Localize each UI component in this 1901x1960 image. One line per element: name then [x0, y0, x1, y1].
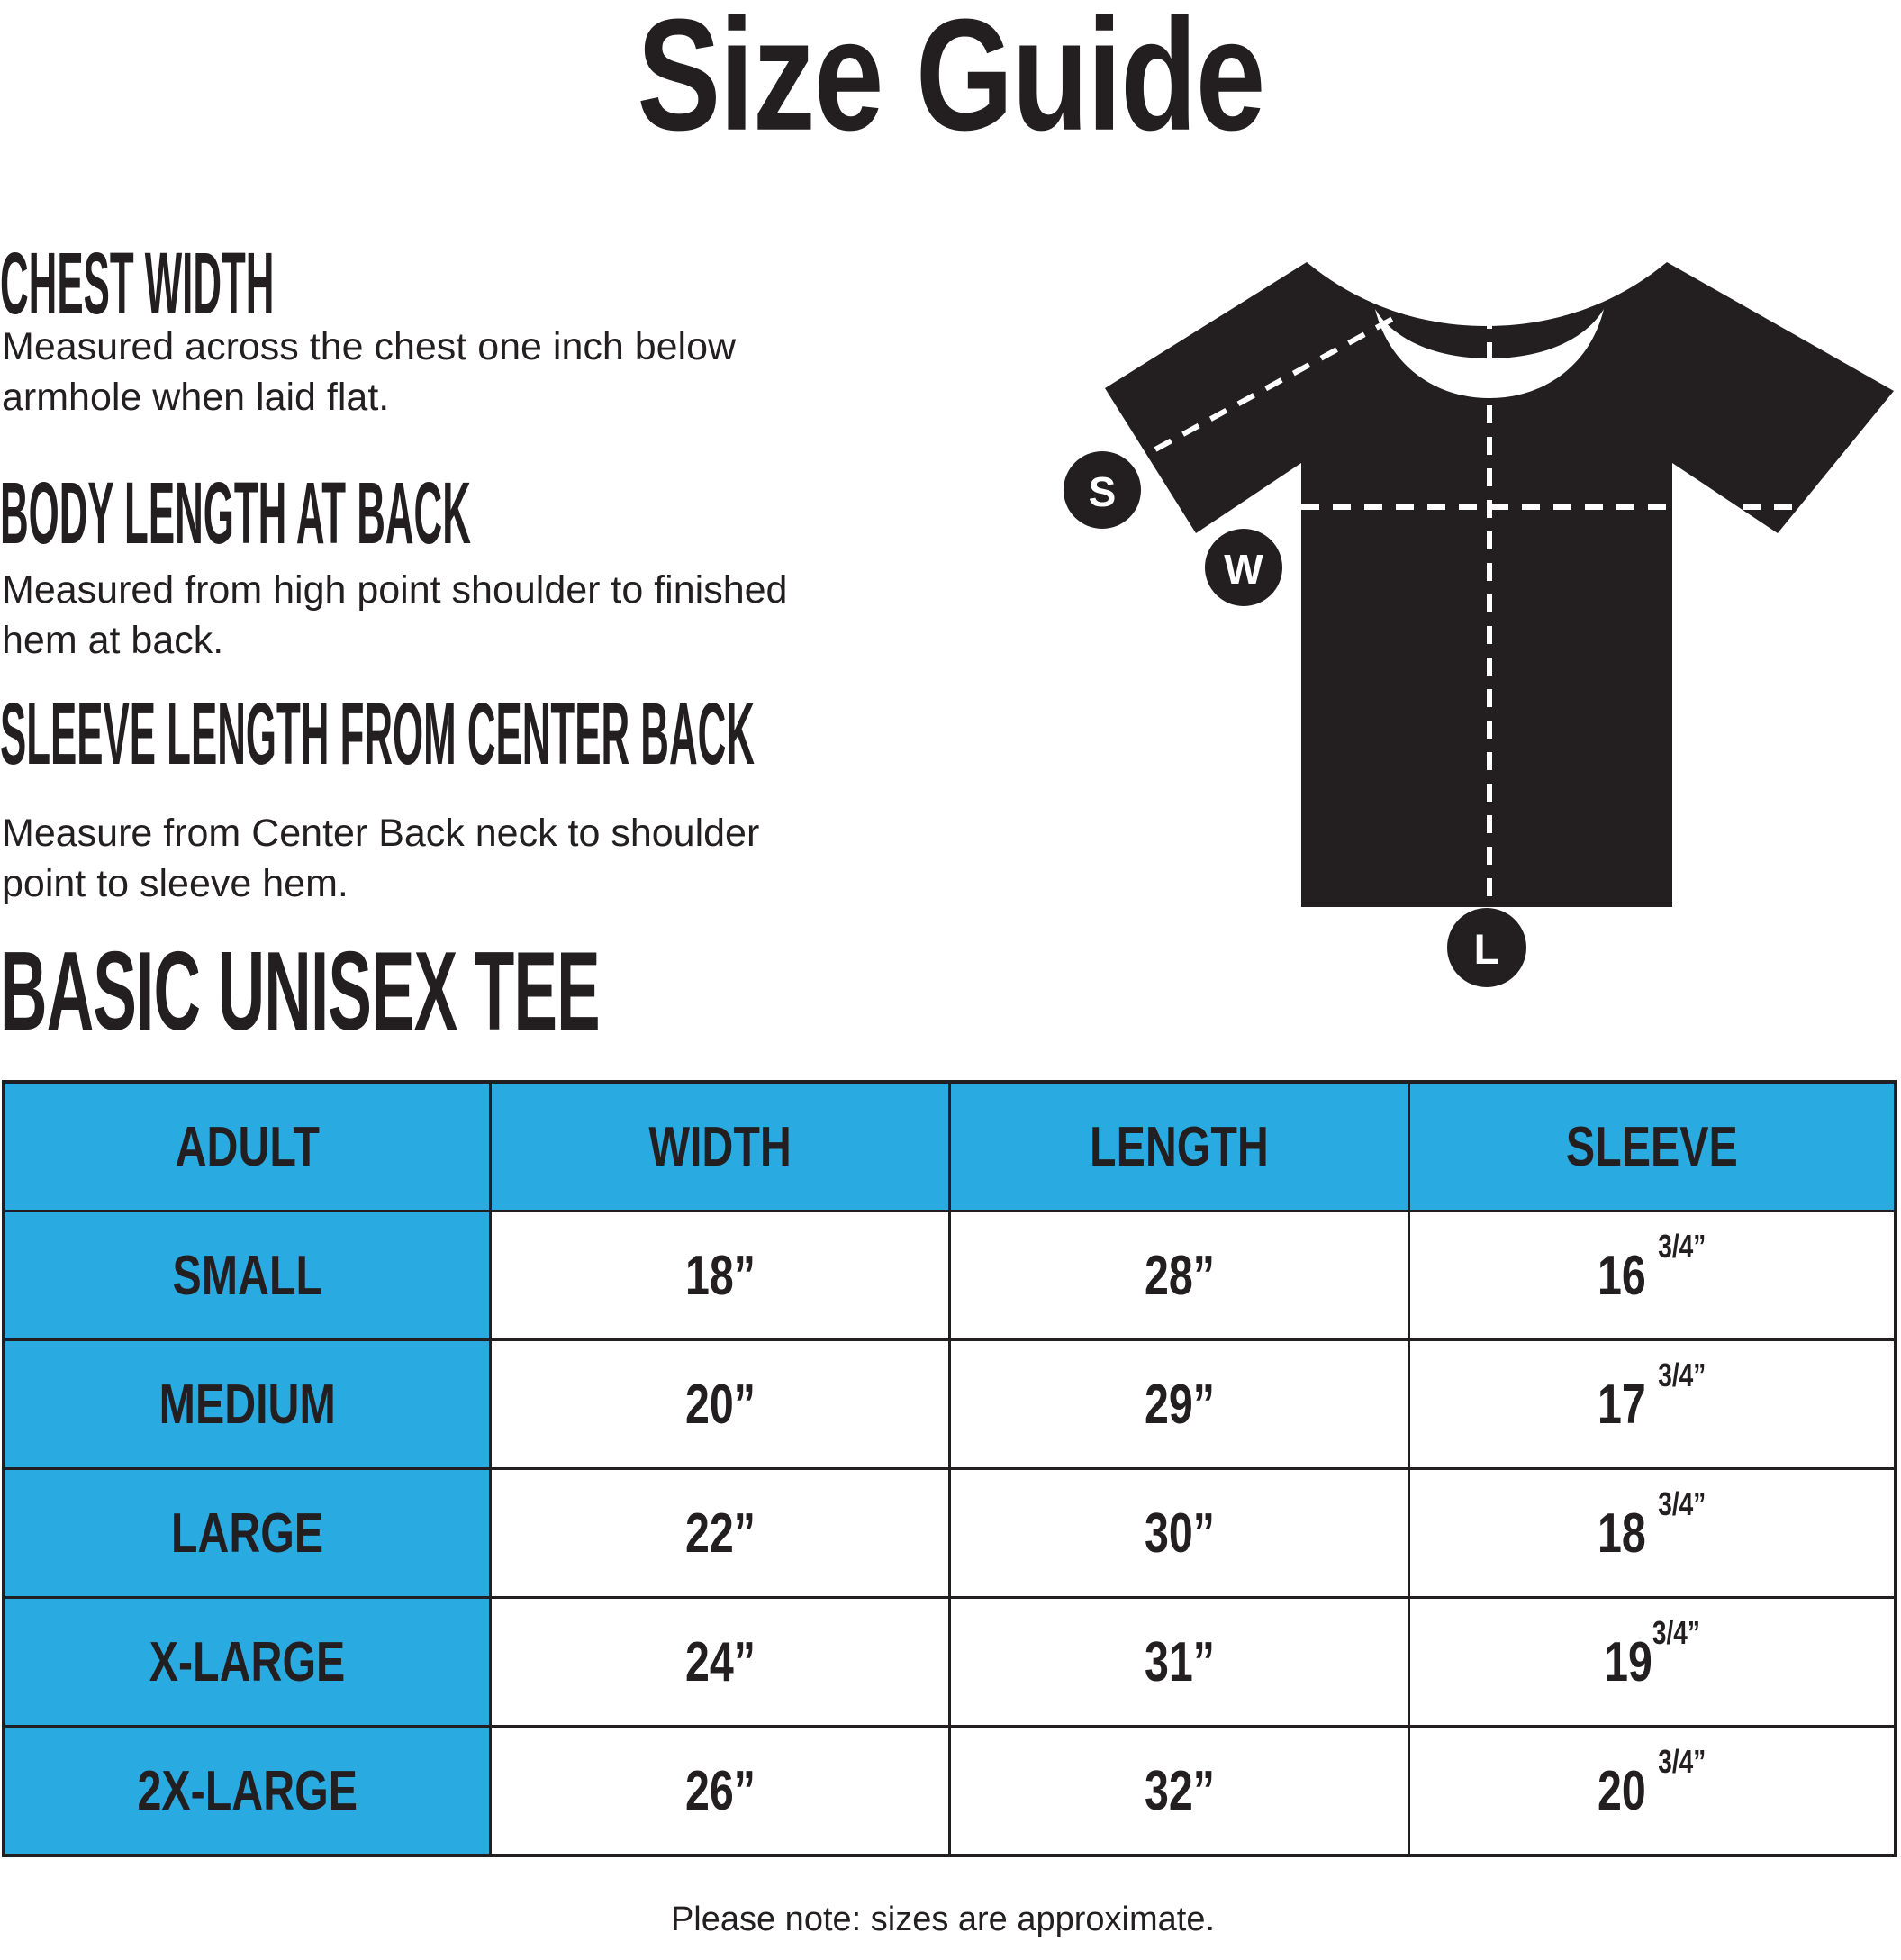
- svg-text:L: L: [1474, 925, 1500, 973]
- svg-text:W: W: [1224, 546, 1263, 593]
- svg-text:S: S: [1089, 468, 1117, 515]
